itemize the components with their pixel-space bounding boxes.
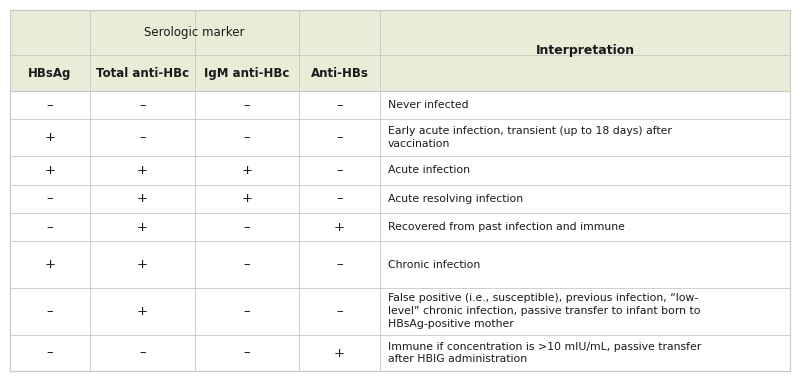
Text: –: – [336, 164, 343, 177]
Text: –: – [336, 192, 343, 205]
Text: +: + [137, 221, 148, 234]
Bar [10, 55, 380, 91]
Text: –: – [139, 347, 146, 360]
Text: +: + [242, 164, 253, 177]
Text: Recovered from past infection and immune: Recovered from past infection and immune [388, 222, 625, 232]
Text: +: + [137, 258, 148, 271]
Text: –: – [244, 258, 250, 271]
Text: –: – [336, 99, 343, 112]
Text: +: + [242, 192, 253, 205]
Text: Acute resolving infection: Acute resolving infection [388, 194, 523, 204]
Text: Acute infection: Acute infection [388, 165, 470, 176]
Bar [10, 91, 790, 119]
Text: –: – [244, 99, 250, 112]
Text: –: – [244, 221, 250, 234]
Text: +: + [44, 164, 55, 177]
Text: HBsAg: HBsAg [28, 67, 71, 80]
Text: –: – [46, 347, 53, 360]
Bar [10, 119, 790, 156]
Text: –: – [244, 131, 250, 144]
Bar [10, 335, 790, 371]
Text: –: – [244, 305, 250, 318]
Bar [380, 10, 790, 91]
Text: Total anti-HBc: Total anti-HBc [96, 67, 189, 80]
Text: +: + [44, 258, 55, 271]
Text: False positive (i.e., susceptible), previous infection, “low-
level” chronic inf: False positive (i.e., susceptible), prev… [388, 293, 700, 329]
Text: Chronic infection: Chronic infection [388, 260, 480, 270]
Text: Anti-HBs: Anti-HBs [310, 67, 369, 80]
Text: Never infected: Never infected [388, 100, 468, 110]
Bar [10, 242, 790, 288]
Text: +: + [44, 131, 55, 144]
Bar [10, 213, 790, 242]
Bar [10, 10, 380, 55]
Text: –: – [336, 258, 343, 271]
Text: –: – [336, 305, 343, 318]
Text: Early acute infection, transient (up to 18 days) after
vaccination: Early acute infection, transient (up to … [388, 126, 671, 149]
Text: +: + [334, 221, 345, 234]
Text: –: – [46, 221, 53, 234]
Text: –: – [46, 192, 53, 205]
Text: Interpretation: Interpretation [535, 44, 634, 57]
Bar [10, 185, 790, 213]
Text: +: + [334, 347, 345, 360]
Text: –: – [139, 131, 146, 144]
Text: +: + [137, 192, 148, 205]
Bar [10, 156, 790, 185]
Text: +: + [137, 164, 148, 177]
Text: –: – [336, 131, 343, 144]
Text: +: + [137, 305, 148, 318]
Text: Immune if concentration is >10 mIU/mL, passive transfer
after HBIG administratio: Immune if concentration is >10 mIU/mL, p… [388, 342, 701, 365]
Text: –: – [46, 305, 53, 318]
Text: –: – [139, 99, 146, 112]
Bar [10, 288, 790, 335]
Text: Serologic marker: Serologic marker [144, 26, 245, 39]
Text: IgM anti-HBc: IgM anti-HBc [204, 67, 290, 80]
Text: –: – [46, 99, 53, 112]
Text: –: – [244, 347, 250, 360]
